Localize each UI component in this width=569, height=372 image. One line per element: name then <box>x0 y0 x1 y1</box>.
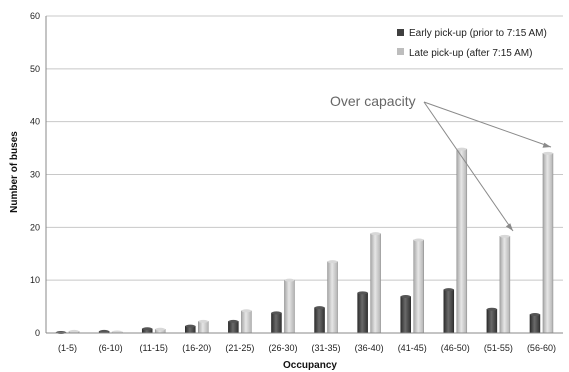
bar-cap <box>241 309 252 313</box>
x-axis-title: Occupancy <box>283 360 337 371</box>
bar-late-36-40 <box>370 233 381 334</box>
x-tick-label: (31-35) <box>312 343 341 353</box>
bar-cap <box>400 295 411 299</box>
bar-early-51-55 <box>486 308 498 334</box>
bar-cap <box>443 288 454 292</box>
bar-cap <box>185 324 196 328</box>
bar-cap <box>228 319 239 323</box>
y-tick-labels: 0 10 20 30 40 50 60 <box>30 11 40 338</box>
y-tick-label: 0 <box>35 328 40 338</box>
bar-early-26-30 <box>271 312 282 334</box>
bar-cap <box>357 291 368 295</box>
bar-early-31-35 <box>314 307 325 334</box>
bar-cap <box>56 330 67 334</box>
bar-cap <box>155 327 166 331</box>
legend-swatch-late <box>397 48 404 55</box>
bar-late-21-25 <box>241 310 252 334</box>
bar-cap <box>327 260 338 264</box>
x-tick-label: (26-30) <box>268 343 297 353</box>
x-tick-label: (11-15) <box>140 343 168 353</box>
bar-cap <box>69 329 80 333</box>
x-tick-label: (41-45) <box>398 343 427 353</box>
bar-cap <box>499 234 510 238</box>
y-tick-label: 30 <box>30 170 40 180</box>
x-tick-label: (36-40) <box>355 343 384 353</box>
y-tick-label: 50 <box>30 64 40 74</box>
bar-cap <box>413 238 424 242</box>
bar-cap <box>99 329 110 333</box>
y-tick-label: 10 <box>30 275 40 285</box>
x-tick-label: (16-20) <box>182 343 211 353</box>
bars <box>55 147 554 334</box>
annotation-arrow-2 <box>423 101 552 148</box>
y-tick-label: 60 <box>30 11 40 21</box>
bar-cap <box>456 147 467 151</box>
bar-late-31-35 <box>327 261 338 334</box>
legend-swatch-early <box>397 29 404 36</box>
y-tick-label: 20 <box>30 222 40 232</box>
x-tick-label: (21-25) <box>225 343 254 353</box>
bar-late-46-50 <box>456 148 468 334</box>
x-tick-label: (56-60) <box>527 343 556 353</box>
gridlines <box>46 15 563 281</box>
annotation-label: Over capacity <box>330 93 416 109</box>
bar-late-56-60 <box>542 153 554 334</box>
bar-early-46-50 <box>443 289 455 334</box>
axes <box>45 16 563 334</box>
bar-cap <box>314 306 325 310</box>
legend-label-early: Early pick-up (prior to 7:15 AM) <box>409 28 547 39</box>
bar-cap <box>142 327 153 331</box>
bar-cap <box>271 311 282 315</box>
over-capacity-annotation: Over capacity <box>330 93 552 232</box>
bar-cap <box>486 307 497 311</box>
annotation-arrowhead-2 <box>542 142 551 148</box>
x-tick-label: (46-50) <box>441 343 470 353</box>
x-tick-label: (51-55) <box>484 343 513 353</box>
y-axis-title: Number of buses <box>9 131 20 213</box>
bar-early-21-25 <box>228 321 239 334</box>
bar-late-16-20 <box>198 321 209 334</box>
bar-early-56-60 <box>529 314 541 334</box>
annotation-arrowhead-1 <box>505 223 513 231</box>
bar-cap <box>370 232 381 236</box>
legend-label-late: Late pick-up (after 7:15 AM) <box>409 48 532 59</box>
x-tick-label: (1-5) <box>58 343 77 353</box>
x-tick-label: (6-10) <box>99 343 123 353</box>
bar-late-26-30 <box>284 279 295 334</box>
bar-cap <box>284 278 295 282</box>
bar-cap <box>542 151 553 155</box>
x-tick-labels: (1-5) (6-10) (11-15) (16-20) (21-25) (26-30) (… <box>58 343 556 353</box>
y-tick-label: 40 <box>30 117 40 127</box>
bar-late-51-55 <box>499 236 511 334</box>
legend: Early pick-up (prior to 7:15 AM) Late pi… <box>397 28 547 59</box>
bar-late-41-45 <box>413 239 424 334</box>
bar-early-41-45 <box>400 296 411 334</box>
bar-cap <box>198 319 209 323</box>
bar-early-36-40 <box>357 292 368 334</box>
annotation-arrow-1 <box>423 101 514 232</box>
bar-cap <box>529 313 540 317</box>
